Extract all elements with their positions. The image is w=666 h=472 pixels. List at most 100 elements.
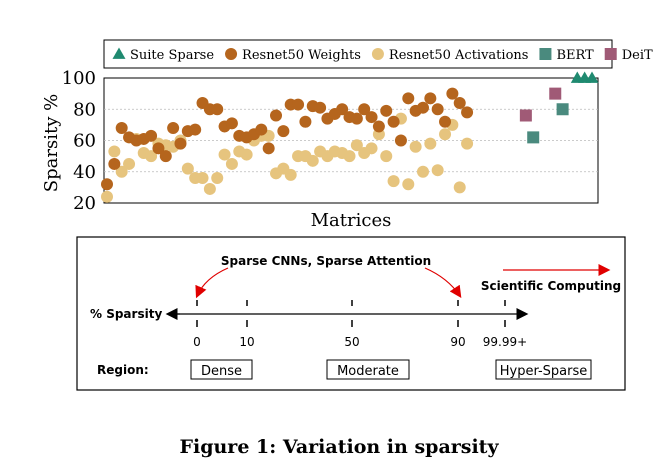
resnet50-activations-point: [431, 164, 444, 177]
legend-box: [103, 39, 613, 69]
resnet50-activations-point: [218, 148, 231, 161]
resnet50-weights-legend-marker: [225, 48, 238, 60]
resnet50-weights-point: [277, 125, 290, 138]
data-points: [101, 71, 599, 203]
y-tick-label: 100: [62, 68, 96, 89]
resnet50-activations-point: [402, 178, 415, 191]
resnet50-weights-point: [167, 122, 180, 134]
resnet50-weights-point: [262, 142, 275, 155]
resnet50-activations-point: [387, 175, 400, 188]
resnet50-activations-point: [284, 168, 297, 181]
resnet50-weights-point: [314, 101, 327, 114]
deit-legend-marker: [604, 48, 617, 60]
suite-sparse-point: [585, 71, 599, 83]
resnet50-weights-point: [431, 103, 444, 116]
resnet50-activations-point: [365, 142, 378, 155]
resnet50-activations-point: [181, 162, 194, 175]
resnet50-activations-legend-marker: [371, 48, 384, 60]
scientific-computing-label: Scientific Computing: [481, 279, 621, 293]
legend-entry-suite-sparse: Suite Sparse: [130, 48, 214, 63]
resnet50-weights-point: [358, 103, 371, 116]
resnet50-activations-point: [461, 137, 474, 150]
region-box-dense: [190, 359, 253, 380]
regions: Dense Moderate Hyper-Sparse: [190, 359, 592, 380]
resnet50-activations-point: [380, 150, 393, 163]
resnet50-weights-point: [292, 98, 305, 111]
resnet50-activations-point: [101, 190, 113, 203]
tick-label: 10: [239, 335, 254, 349]
legend-entry-bert: BERT: [556, 48, 594, 63]
resnet50-weights-point: [394, 134, 407, 147]
y-tick-label: 80: [73, 99, 96, 120]
sparsity-diagram: Sparse CNNs, Sparse Attention Scientific…: [76, 236, 626, 391]
resnet50-weights-point: [211, 103, 224, 116]
tick-label: 90: [450, 335, 465, 349]
resnet50-weights-point: [350, 112, 363, 125]
legend-entry-resnet50-weights: Resnet50 Weights: [242, 48, 361, 63]
resnet50-weights-point: [446, 87, 459, 100]
legend: Suite Sparse Resnet50 Weights Resnet50 Act…: [103, 39, 653, 69]
resnet50-weights-point: [424, 92, 437, 105]
y-tick-label: 20: [73, 193, 96, 214]
legend-entry-resnet50-activations: Resnet50 Activations: [389, 48, 529, 63]
resnet50-activations-point: [409, 140, 422, 153]
figure-caption: Figure 1: Variation in sparsity: [180, 436, 500, 458]
resnet50-weights-point: [453, 97, 466, 109]
resnet50-activations-point: [453, 181, 466, 194]
right-curved-arrow: [424, 267, 462, 298]
resnet50-activations-point: [424, 137, 437, 150]
resnet50-weights-point: [402, 92, 415, 105]
region-label: Region:: [97, 363, 149, 377]
resnet50-activations-point: [306, 154, 319, 167]
region-box-hyper-sparse: [495, 359, 592, 380]
resnet50-activations-point: [203, 182, 216, 195]
bert-point: [556, 103, 569, 116]
deit-point: [519, 109, 532, 122]
region-label-hyper-sparse: Hyper-Sparse: [500, 364, 588, 379]
resnet50-weights-point: [336, 103, 349, 116]
deit-point: [549, 87, 562, 100]
resnet50-weights-point: [159, 150, 172, 163]
resnet50-activations-point: [145, 150, 158, 163]
sparse-cnn-label: Sparse CNNs, Sparse Attention: [221, 254, 431, 268]
resnet50-activations-point: [108, 145, 121, 158]
tick-label: 0: [193, 335, 201, 349]
resnet50-weights-point: [145, 129, 158, 142]
resnet50-weights-point: [270, 109, 283, 122]
resnet50-weights-point: [255, 123, 268, 136]
left-curved-arrow: [195, 267, 229, 299]
resnet50-weights-point: [365, 111, 378, 124]
legend-entry-deit: DeiT: [622, 48, 653, 63]
tick-label: 99.99+: [483, 335, 527, 349]
resnet50-activations-point: [343, 150, 356, 163]
resnet50-weights-point: [380, 104, 393, 117]
resnet50-weights-point: [416, 101, 429, 114]
bert-legend-marker: [539, 48, 552, 60]
resnet50-activations-point: [115, 165, 128, 178]
resnet50-weights-point: [152, 142, 165, 155]
y-axis-label: Sparsity %: [41, 94, 62, 192]
sparsity-axis-label: % Sparsity: [90, 307, 162, 321]
resnet50-weights-point: [189, 123, 202, 136]
plot-area: 20 40 60 80 100 Sparsity % Matrices: [41, 68, 599, 231]
resnet50-activations-point: [123, 157, 136, 170]
resnet50-weights-point: [115, 122, 128, 134]
y-tick-labels: 20 40 60 80 100: [62, 68, 96, 214]
resnet50-activations-point: [240, 148, 253, 161]
region-box-moderate: [326, 359, 410, 380]
resnet50-activations-point: [416, 165, 429, 178]
region-label-moderate: Moderate: [337, 364, 399, 379]
suite-sparse-legend-marker: [112, 47, 126, 59]
resnet50-weights-point: [387, 115, 400, 128]
resnet50-weights-point: [372, 120, 385, 133]
y-tick-label: 60: [73, 131, 96, 152]
resnet50-weights-point: [461, 106, 474, 119]
sparsity-ticks: 0 10 50 90 99.99+: [193, 300, 527, 349]
x-axis-label: Matrices: [311, 210, 392, 231]
region-label-dense: Dense: [201, 364, 242, 379]
resnet50-weights-point: [299, 115, 312, 128]
resnet50-weights-point: [108, 157, 121, 170]
resnet50-weights-point: [174, 137, 187, 150]
resnet50-activations-point: [439, 128, 452, 141]
